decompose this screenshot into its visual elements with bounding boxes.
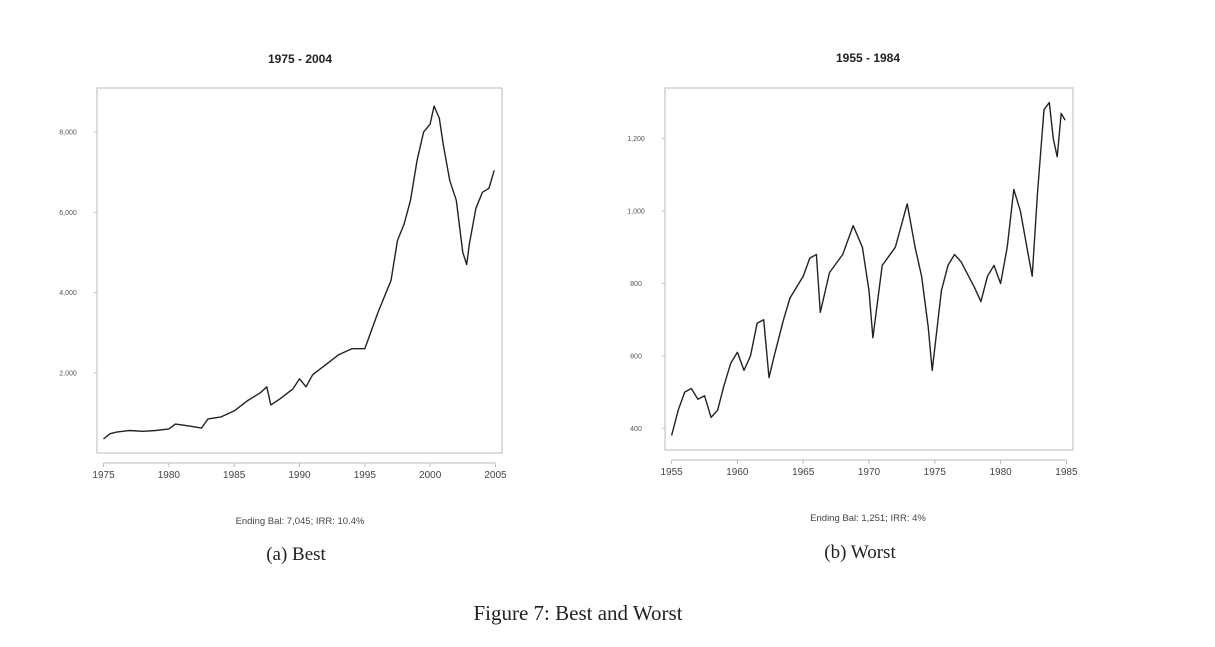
x-tick-label: 1975	[924, 467, 947, 478]
chart-worst: 1955 - 1984 400 600 800 1,000 1,200 1955 1960…	[627, 51, 1078, 563]
y-tick-label: 1,000	[627, 209, 645, 216]
chart-title: 1955 - 1984	[836, 51, 900, 65]
chart-xlabel: Ending Bal: 7,045; IRR: 10.4%	[236, 516, 365, 527]
x-tick-label: 1995	[354, 470, 377, 481]
x-tick-label: 1990	[288, 470, 311, 481]
x-tick-label: 1980	[158, 470, 181, 481]
x-tick-label: 1985	[1055, 467, 1078, 478]
chart-title: 1975 - 2004	[268, 52, 332, 66]
x-tick-label: 1960	[726, 467, 749, 478]
x-tick-label: 1965	[792, 467, 815, 478]
y-axis: 400 600 800 1,000 1,200	[627, 136, 665, 433]
chart-xlabel: Ending Bal: 1,251; IRR: 4%	[810, 513, 926, 524]
y-tick-label: 1,200	[627, 136, 645, 143]
subfigure-caption: (b) Worst	[824, 542, 896, 563]
chart-best: 1975 - 2004 2,000 4,000 6,000 8,000 1975 198…	[59, 52, 507, 565]
x-tick-label: 1970	[858, 467, 881, 478]
series-group	[103, 105, 495, 440]
series-group	[670, 101, 1066, 436]
x-tick-label: 2000	[419, 470, 442, 481]
series-line	[103, 105, 495, 440]
series-line	[670, 101, 1066, 436]
y-tick-label: 6,000	[59, 210, 77, 217]
y-axis: 2,000 4,000 6,000 8,000	[59, 130, 97, 377]
x-tick-label: 1985	[223, 470, 246, 481]
plot-frame	[664, 87, 1074, 451]
x-tick-label: 1975	[92, 470, 115, 481]
x-axis: 1975 1980 1985 1990 1995 2000 2005	[92, 462, 507, 481]
y-tick-label: 2,000	[59, 370, 77, 377]
y-tick-label: 400	[630, 426, 642, 433]
figure-caption: Figure 7: Best and Worst	[473, 601, 682, 625]
y-tick-label: 4,000	[59, 290, 77, 297]
plot-frame	[96, 87, 503, 454]
subfigure-caption: (a) Best	[266, 544, 326, 565]
x-tick-label: 1980	[989, 467, 1012, 478]
y-tick-label: 8,000	[59, 130, 77, 137]
x-tick-label: 1955	[660, 467, 683, 478]
x-tick-label: 2005	[484, 470, 507, 481]
y-tick-label: 800	[630, 281, 642, 288]
x-axis: 1955 1960 1965 1970 1975 1980 1985	[660, 459, 1078, 478]
y-tick-label: 600	[630, 353, 642, 360]
